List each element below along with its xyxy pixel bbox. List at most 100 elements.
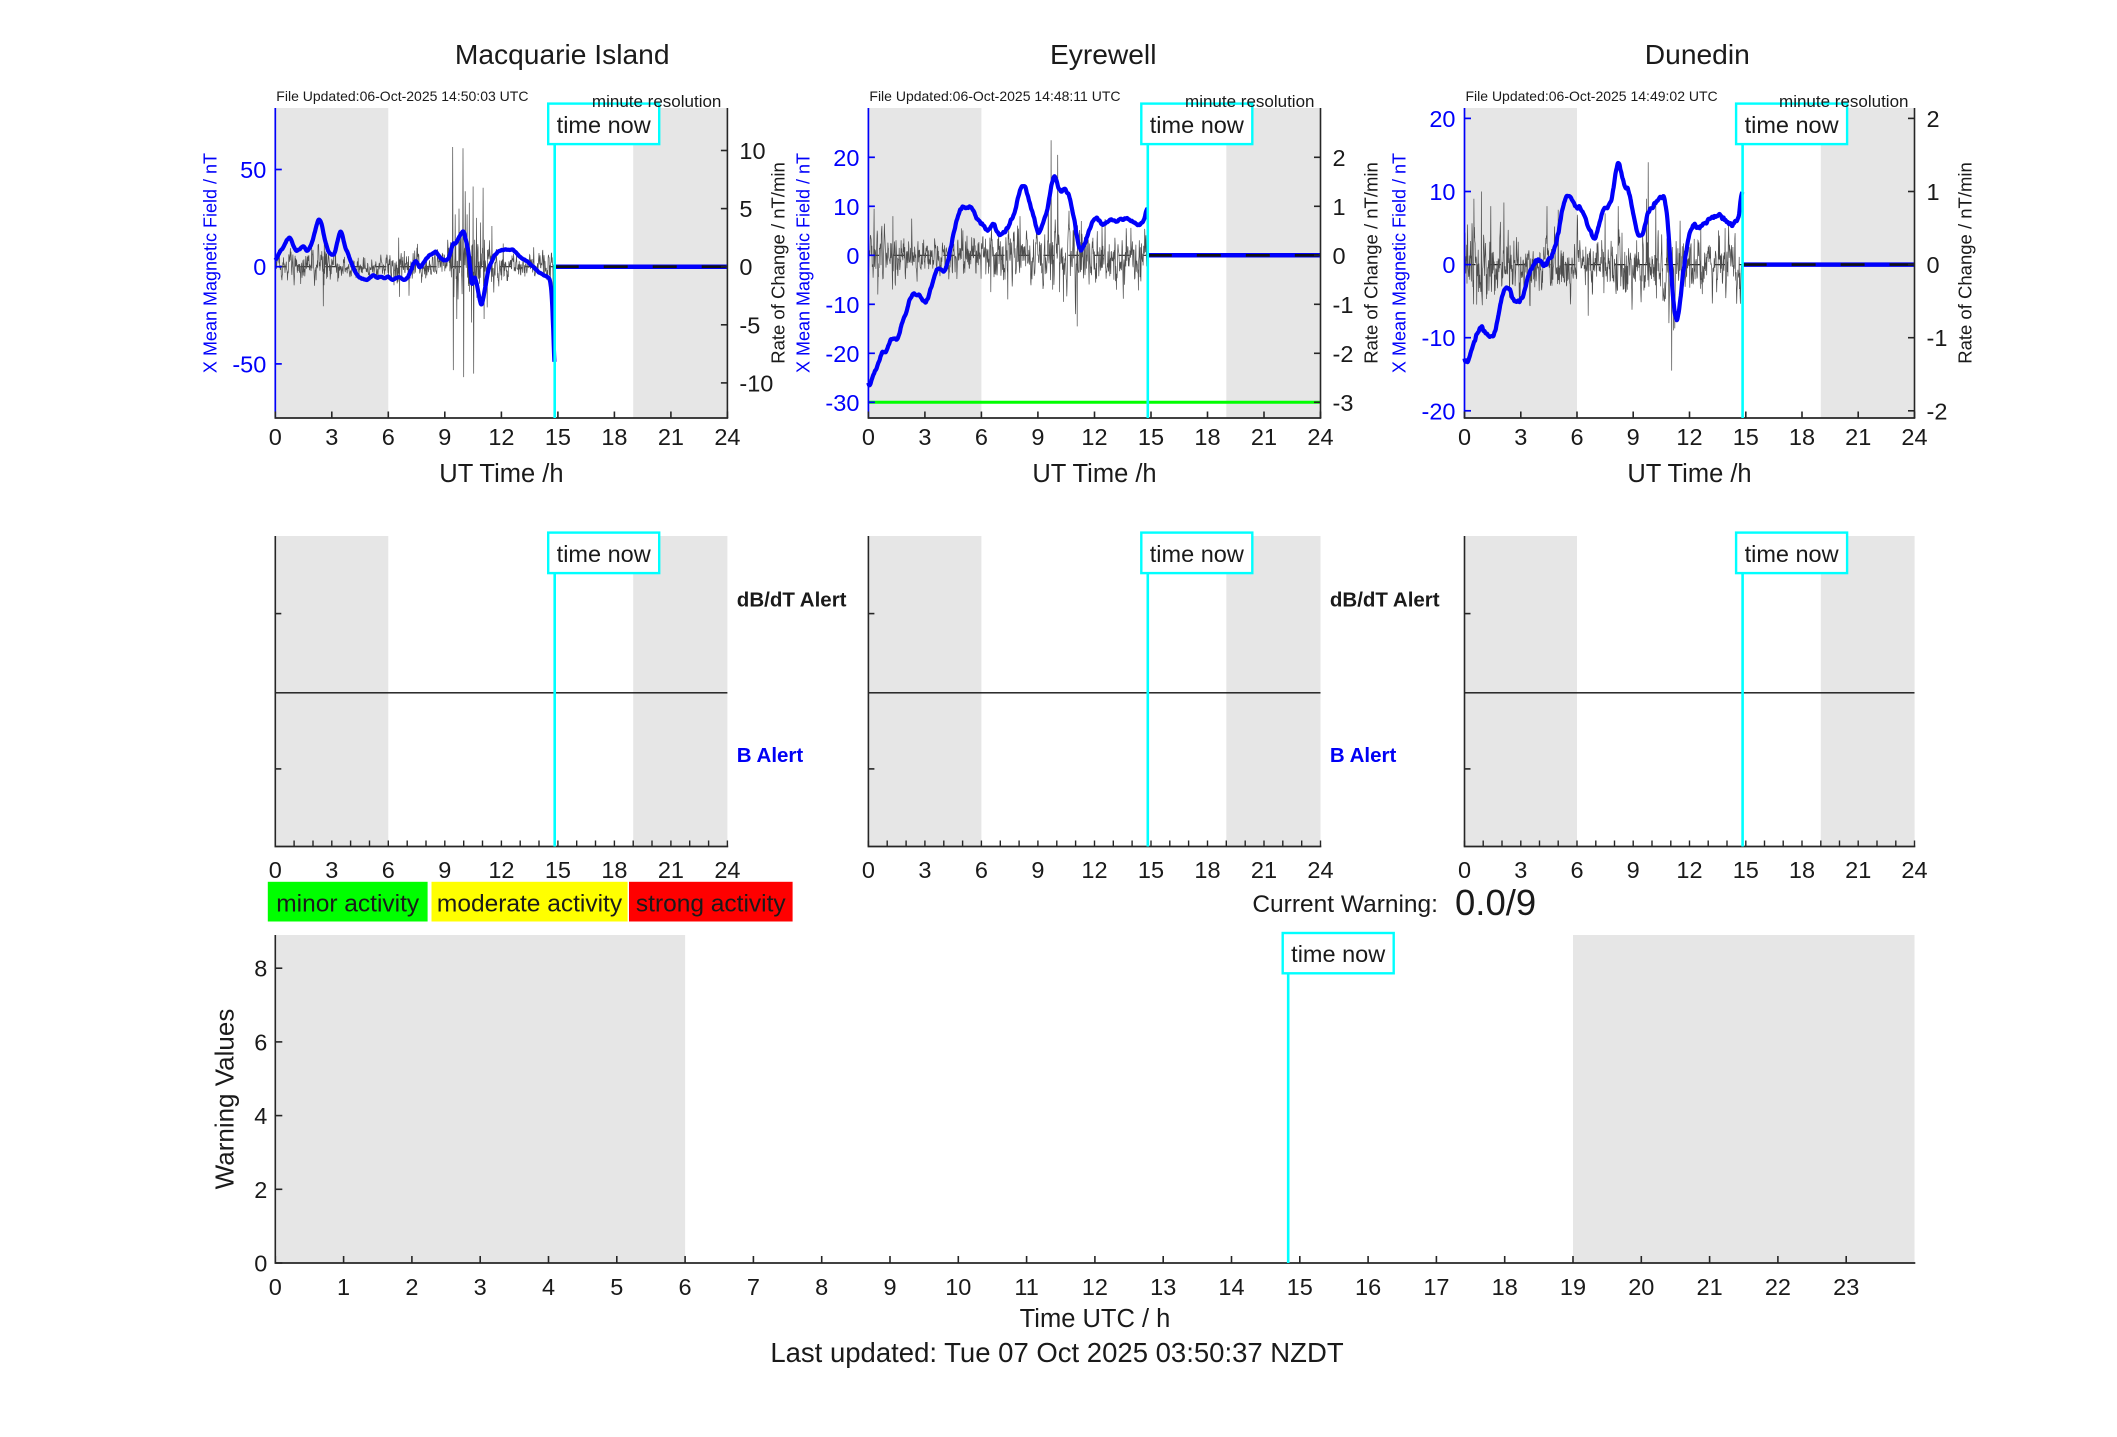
svg-text:3: 3 xyxy=(1514,424,1527,450)
svg-text:21: 21 xyxy=(1251,424,1277,450)
svg-text:18: 18 xyxy=(601,424,627,450)
svg-text:0: 0 xyxy=(254,1251,267,1277)
svg-text:9: 9 xyxy=(438,857,451,883)
svg-text:18: 18 xyxy=(1194,424,1220,450)
svg-text:-20: -20 xyxy=(1422,398,1456,424)
svg-text:14: 14 xyxy=(1218,1274,1244,1300)
svg-text:18: 18 xyxy=(1194,857,1220,883)
svg-text:24: 24 xyxy=(714,424,740,450)
svg-text:21: 21 xyxy=(658,857,684,883)
svg-text:20: 20 xyxy=(1429,106,1455,132)
svg-text:8: 8 xyxy=(254,956,267,982)
svg-text:15: 15 xyxy=(1287,1274,1313,1300)
svg-text:minute resolution: minute resolution xyxy=(592,92,721,111)
svg-text:B Alert: B Alert xyxy=(1330,744,1397,767)
svg-text:12: 12 xyxy=(488,424,514,450)
svg-text:15: 15 xyxy=(1733,857,1759,883)
svg-text:-2: -2 xyxy=(1333,341,1354,367)
svg-text:dB/dT Alert: dB/dT Alert xyxy=(737,588,847,611)
svg-text:12: 12 xyxy=(1081,424,1107,450)
svg-text:0: 0 xyxy=(846,243,859,269)
svg-text:-20: -20 xyxy=(825,341,859,367)
svg-text:6: 6 xyxy=(382,424,395,450)
svg-text:Current Warning:: Current Warning: xyxy=(1252,891,1438,918)
svg-text:File Updated:06-Oct-2025 14:48: File Updated:06-Oct-2025 14:48:11 UTC xyxy=(869,88,1120,104)
svg-text:0: 0 xyxy=(269,424,282,450)
svg-text:12: 12 xyxy=(488,857,514,883)
svg-text:3: 3 xyxy=(325,857,338,883)
svg-text:21: 21 xyxy=(1697,1274,1723,1300)
svg-text:24: 24 xyxy=(1901,857,1927,883)
svg-text:Dunedin: Dunedin xyxy=(1645,38,1750,70)
svg-text:moderate activity: moderate activity xyxy=(437,891,623,918)
svg-text:20: 20 xyxy=(833,145,859,171)
svg-text:time now: time now xyxy=(557,541,652,567)
svg-text:7: 7 xyxy=(747,1274,760,1300)
svg-text:23: 23 xyxy=(1833,1274,1859,1300)
svg-text:5: 5 xyxy=(610,1274,623,1300)
svg-text:3: 3 xyxy=(1514,857,1527,883)
svg-text:Warning Values: Warning Values xyxy=(210,1009,240,1190)
svg-text:X Mean Magnetic Field / nT: X Mean Magnetic Field / nT xyxy=(793,153,813,373)
svg-text:1: 1 xyxy=(1927,179,1940,205)
svg-text:0: 0 xyxy=(1442,252,1455,278)
svg-text:UT Time /h: UT Time /h xyxy=(439,460,563,488)
svg-text:-10: -10 xyxy=(825,292,859,318)
svg-text:Rate of Change / nT/min: Rate of Change / nT/min xyxy=(1955,162,1976,364)
svg-text:B Alert: B Alert xyxy=(737,744,804,767)
svg-text:20: 20 xyxy=(1628,1274,1654,1300)
svg-text:6: 6 xyxy=(975,424,988,450)
svg-text:Last updated: Tue 07 Oct 2025: Last updated: Tue 07 Oct 2025 03:50:37 N… xyxy=(770,1337,1343,1368)
svg-text:50: 50 xyxy=(240,157,266,183)
svg-text:-1: -1 xyxy=(1333,292,1354,318)
svg-text:8: 8 xyxy=(815,1274,828,1300)
svg-text:-10: -10 xyxy=(1422,325,1456,351)
svg-text:2: 2 xyxy=(1333,145,1346,171)
svg-text:time now: time now xyxy=(1745,112,1840,138)
svg-text:3: 3 xyxy=(325,424,338,450)
svg-text:-5: -5 xyxy=(739,312,760,338)
svg-text:0: 0 xyxy=(862,857,875,883)
svg-text:18: 18 xyxy=(1789,857,1815,883)
svg-text:File Updated:06-Oct-2025 14:50: File Updated:06-Oct-2025 14:50:03 UTC xyxy=(276,88,528,104)
svg-text:21: 21 xyxy=(1251,857,1277,883)
svg-text:0: 0 xyxy=(1333,243,1346,269)
svg-text:3: 3 xyxy=(918,857,931,883)
svg-text:17: 17 xyxy=(1423,1274,1449,1300)
svg-text:18: 18 xyxy=(1789,424,1815,450)
svg-text:12: 12 xyxy=(1082,1274,1108,1300)
svg-text:0: 0 xyxy=(253,254,266,280)
svg-text:-30: -30 xyxy=(825,390,859,416)
svg-text:10: 10 xyxy=(1429,179,1455,205)
svg-text:13: 13 xyxy=(1150,1274,1176,1300)
svg-text:4: 4 xyxy=(542,1274,555,1300)
svg-text:minor activity: minor activity xyxy=(276,891,420,918)
svg-text:9: 9 xyxy=(1627,424,1640,450)
svg-text:5: 5 xyxy=(739,196,752,222)
svg-text:19: 19 xyxy=(1560,1274,1586,1300)
svg-text:UT Time /h: UT Time /h xyxy=(1627,460,1751,488)
svg-text:22: 22 xyxy=(1765,1274,1791,1300)
svg-text:UT Time /h: UT Time /h xyxy=(1032,460,1156,488)
svg-text:9: 9 xyxy=(1031,424,1044,450)
svg-text:2: 2 xyxy=(405,1274,418,1300)
svg-text:0: 0 xyxy=(1458,857,1471,883)
svg-text:9: 9 xyxy=(883,1274,896,1300)
svg-text:21: 21 xyxy=(658,424,684,450)
svg-text:0: 0 xyxy=(269,1274,282,1300)
svg-text:3: 3 xyxy=(918,424,931,450)
svg-text:time now: time now xyxy=(1150,541,1245,567)
svg-text:24: 24 xyxy=(1307,857,1333,883)
svg-text:12: 12 xyxy=(1676,857,1702,883)
svg-text:15: 15 xyxy=(545,857,571,883)
svg-text:-10: -10 xyxy=(739,370,773,396)
svg-text:6: 6 xyxy=(382,857,395,883)
svg-text:10: 10 xyxy=(833,194,859,220)
svg-text:9: 9 xyxy=(1031,857,1044,883)
svg-text:0: 0 xyxy=(862,424,875,450)
svg-text:minute resolution: minute resolution xyxy=(1779,92,1908,111)
svg-text:15: 15 xyxy=(1138,424,1164,450)
svg-text:time now: time now xyxy=(1745,541,1840,567)
svg-text:2: 2 xyxy=(1927,106,1940,132)
svg-text:time now: time now xyxy=(1150,112,1245,138)
